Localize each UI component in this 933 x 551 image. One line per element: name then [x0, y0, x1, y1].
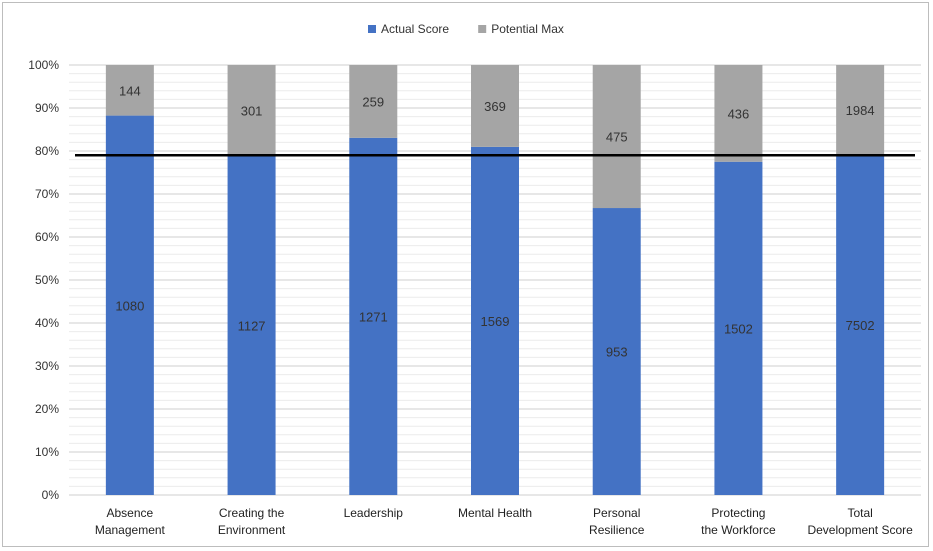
bar-actual-score	[714, 161, 763, 496]
bar-actual-score	[227, 155, 276, 495]
legend-swatch	[478, 25, 487, 33]
data-label-actual: 1127	[238, 318, 266, 333]
bar-potential-max	[836, 65, 885, 155]
bars	[105, 65, 885, 496]
bar-potential-max	[227, 65, 276, 156]
data-label-potential: 369	[484, 99, 506, 114]
data-label-actual: 1080	[115, 298, 144, 313]
bar-actual-score	[471, 146, 519, 496]
data-label-actual: 7502	[846, 318, 875, 333]
bar-actual-score	[592, 208, 641, 495]
data-label-potential: 436	[728, 106, 750, 121]
data-label-actual: 1502	[724, 321, 753, 336]
y-tick-label: 40%	[35, 316, 59, 330]
bar-potential-max	[471, 65, 519, 147]
y-tick-label: 90%	[35, 101, 59, 115]
y-tick-label: 10%	[35, 445, 59, 459]
bar-potential-max	[105, 65, 154, 116]
data-label-potential: 144	[119, 83, 141, 98]
data-label-actual: 953	[606, 345, 628, 360]
stacked-percent-bar-chart: 0% 10% 20% 30% 40% 50% 60% 70% 80% 90% 100% 1080 14…	[28, 22, 921, 537]
bar-potential-max	[349, 65, 398, 138]
bar-actual-score	[105, 115, 154, 496]
x-category-label: Personal Resilience	[589, 506, 645, 537]
x-category-label: Mental Health	[458, 506, 532, 520]
x-category-label: Absence Management	[95, 506, 166, 537]
legend-swatch	[368, 25, 376, 33]
legend-entry-label: Potential Max	[491, 22, 564, 36]
y-tick-label: 100%	[28, 58, 59, 72]
x-category-label: Total Development Score	[807, 506, 913, 537]
bar-potential-max	[714, 65, 763, 162]
data-label-potential: 1984	[846, 103, 875, 118]
x-category-label: Creating the Environment	[218, 506, 286, 537]
data-label-actual: 1569	[481, 314, 510, 329]
x-category-label: Protecting the Workforce	[701, 506, 776, 537]
y-tick-label: 60%	[35, 230, 59, 244]
bar-actual-score	[349, 137, 398, 496]
y-tick-label: 20%	[35, 402, 59, 416]
y-axis-ticks: 0% 10% 20% 30% 40% 50% 60% 70% 80% 90% 100%	[28, 58, 59, 502]
legend: Actual Score Potential Max	[368, 22, 564, 36]
y-tick-label: 30%	[35, 359, 59, 373]
data-label-actual: 1271	[359, 309, 388, 324]
y-tick-label: 0%	[42, 488, 60, 502]
category-labels: Absence Management Creating the Environment…	[95, 506, 913, 537]
x-category-label: Leadership	[344, 506, 404, 520]
bar-potential-max	[592, 65, 641, 209]
data-label-potential: 301	[241, 103, 263, 118]
data-label-potential: 259	[362, 94, 384, 109]
y-tick-label: 80%	[35, 144, 59, 158]
data-labels: 1080 144 1127 301 1271 259 1569 369 953 475 1502 43…	[115, 83, 874, 359]
y-tick-label: 70%	[35, 187, 59, 201]
bar-actual-score	[836, 154, 885, 496]
y-tick-label: 50%	[35, 273, 59, 287]
data-label-potential: 475	[606, 130, 628, 145]
legend-entry-label: Actual Score	[381, 22, 449, 36]
